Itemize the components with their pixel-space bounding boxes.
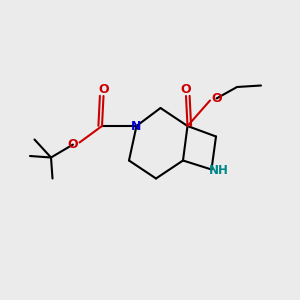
Text: O: O xyxy=(98,83,109,96)
Text: O: O xyxy=(68,138,78,151)
Text: O: O xyxy=(211,92,222,105)
Text: NH: NH xyxy=(209,164,229,178)
Text: O: O xyxy=(181,83,191,96)
Text: N: N xyxy=(131,119,142,133)
